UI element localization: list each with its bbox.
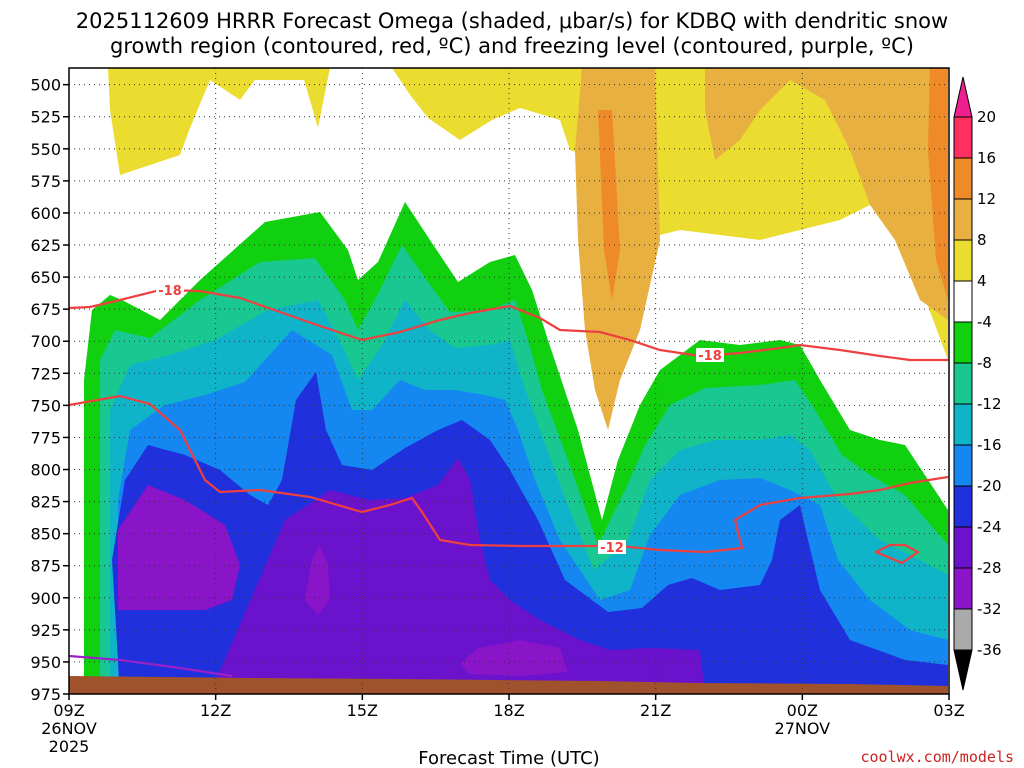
omega-field bbox=[69, 68, 949, 694]
colorbar-label: 20 bbox=[977, 108, 996, 126]
x-date-label: 27NOV bbox=[775, 719, 831, 738]
contour-label-minus18-a: -18 bbox=[158, 284, 182, 299]
contour-minus12 bbox=[68, 394, 949, 554]
colorbar-label: 12 bbox=[977, 190, 996, 208]
omega-region-violet-core bbox=[305, 545, 330, 615]
x-tick-label: 09Z bbox=[53, 701, 84, 720]
contour-labels: -18 -18 -12 bbox=[156, 283, 724, 556]
colorbar-label: -8 bbox=[977, 354, 992, 372]
y-tick-label: 925 bbox=[30, 621, 61, 640]
x-date-label: 26NOV bbox=[41, 719, 97, 738]
colorbar-swatch bbox=[953, 608, 973, 651]
colorbar-label: -24 bbox=[977, 518, 1002, 536]
colorbar-swatch bbox=[953, 485, 973, 528]
y-tick-label: 900 bbox=[30, 589, 61, 608]
colorbar-swatch bbox=[953, 116, 973, 159]
colorbar-label: -16 bbox=[977, 436, 1002, 454]
x-tick-label: 15Z bbox=[347, 701, 378, 720]
surface-ground bbox=[69, 676, 948, 694]
omega-region-violet-low bbox=[460, 640, 568, 676]
colorbar-label: -4 bbox=[977, 313, 992, 331]
y-tick-label: 750 bbox=[30, 396, 61, 415]
contour-label-minus12: -12 bbox=[600, 541, 624, 556]
colorbar-max-triangle bbox=[953, 76, 973, 118]
x-tick-label: 21Z bbox=[640, 701, 671, 720]
colorbar-label: 4 bbox=[977, 272, 987, 290]
x-tick-label: 12Z bbox=[200, 701, 231, 720]
colorbar-label: -36 bbox=[977, 641, 1002, 659]
omega-region-violet bbox=[118, 485, 240, 610]
contour-label-bg-2 bbox=[696, 348, 724, 362]
omega-region-purple bbox=[210, 458, 705, 694]
credit: coolwx.com/models bbox=[860, 748, 1014, 766]
y-tick-label: 675 bbox=[30, 300, 61, 319]
y-tick-label: 875 bbox=[30, 557, 61, 576]
colorbar-label: -12 bbox=[977, 395, 1002, 413]
x-tick-label: 03Z bbox=[933, 701, 964, 720]
y-tick-label: 600 bbox=[30, 204, 61, 223]
colorbar-swatch bbox=[953, 567, 973, 610]
y-axis: 500 525 550 575 600 625 650 675 700 725 750 775 800 8… bbox=[30, 76, 69, 704]
y-tick-label: 850 bbox=[30, 525, 61, 544]
contour-label-bg-1 bbox=[156, 283, 184, 297]
colorbar-swatch bbox=[953, 198, 973, 241]
chart-title-line1: 2025112609 HRRR Forecast Omega (shaded, … bbox=[76, 9, 948, 33]
omega-region-deep-orange-right bbox=[928, 68, 948, 300]
colorbar-min-triangle bbox=[953, 649, 973, 691]
omega-region-deep-orange bbox=[598, 110, 620, 300]
omega-region-orange-right bbox=[705, 68, 948, 320]
colorbar-swatch bbox=[953, 403, 973, 446]
colorbar-swatch bbox=[953, 444, 973, 487]
colorbar-label: 8 bbox=[977, 231, 987, 249]
colorbar-swatch bbox=[953, 526, 973, 569]
colorbar-swatch bbox=[953, 362, 973, 405]
colorbar-label: -28 bbox=[977, 559, 1002, 577]
y-tick-label: 625 bbox=[30, 236, 61, 255]
y-tick-label: 800 bbox=[30, 461, 61, 480]
colorbar-swatch bbox=[953, 280, 973, 323]
y-tick-label: 775 bbox=[30, 428, 61, 447]
y-tick-label: 550 bbox=[30, 140, 61, 159]
contour-label-bg-3 bbox=[598, 540, 626, 554]
y-tick-label: 825 bbox=[30, 493, 61, 512]
x-axis-label: Forecast Time (UTC) bbox=[418, 748, 599, 768]
y-tick-label: 525 bbox=[30, 108, 61, 127]
colorbar-swatch bbox=[953, 239, 973, 282]
y-tick-label: 975 bbox=[30, 685, 61, 704]
contour-minus18-right bbox=[699, 343, 948, 362]
x-tick-label: 00Z bbox=[787, 701, 818, 720]
y-tick-label: 650 bbox=[30, 268, 61, 287]
y-tick-label: 950 bbox=[30, 653, 61, 672]
y-tick-label: 700 bbox=[30, 332, 61, 351]
chart-title-line2: growth region (contoured, red, ºC) and f… bbox=[110, 34, 914, 58]
omega-region-yellow-left2 bbox=[108, 68, 330, 175]
colorbar: -36 -32 -28 -24 -20 -16 -12 -8 -4 4 8 12 16 20 bbox=[953, 76, 1002, 691]
x-tick-label: 18Z bbox=[493, 701, 524, 720]
colorbar-swatch bbox=[953, 321, 973, 364]
y-tick-label: 575 bbox=[30, 172, 61, 191]
x-year-label: 2025 bbox=[49, 737, 90, 756]
y-tick-label: 500 bbox=[30, 76, 61, 95]
colorbar-label: 16 bbox=[977, 149, 996, 167]
colorbar-label: -20 bbox=[977, 477, 1002, 495]
omega-region-white-gap bbox=[200, 68, 440, 200]
y-tick-label: 725 bbox=[30, 364, 61, 383]
contour-freezing-level bbox=[68, 654, 233, 678]
colorbar-swatch bbox=[953, 157, 973, 200]
colorbar-label: -32 bbox=[977, 600, 1002, 618]
contour-label-minus18-b: -18 bbox=[698, 349, 722, 364]
contour-minus12-loop bbox=[873, 543, 921, 565]
